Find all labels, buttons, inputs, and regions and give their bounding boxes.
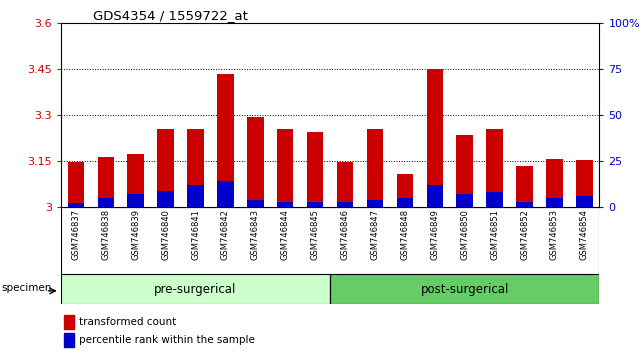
Bar: [337, 201, 353, 207]
Bar: [397, 198, 413, 207]
Text: GSM746845: GSM746845: [311, 209, 320, 260]
Text: GSM746837: GSM746837: [71, 209, 80, 260]
Text: GSM746853: GSM746853: [550, 209, 559, 260]
Bar: [337, 162, 353, 207]
Bar: [456, 135, 473, 207]
Bar: [64, 333, 74, 347]
Text: GSM746838: GSM746838: [101, 209, 110, 260]
Bar: [61, 207, 599, 274]
Bar: [576, 196, 593, 207]
Bar: [97, 198, 114, 207]
Text: GSM746851: GSM746851: [490, 209, 499, 260]
Bar: [217, 74, 233, 207]
Text: GSM746840: GSM746840: [161, 209, 170, 260]
Bar: [427, 69, 443, 207]
Text: GSM746848: GSM746848: [401, 209, 410, 260]
Bar: [367, 129, 383, 207]
Bar: [456, 194, 473, 207]
Text: GDS4354 / 1559722_at: GDS4354 / 1559722_at: [93, 9, 248, 22]
Bar: [546, 159, 563, 207]
Bar: [487, 129, 503, 207]
Text: GSM746852: GSM746852: [520, 209, 529, 260]
Text: GSM746842: GSM746842: [221, 209, 230, 260]
Text: GSM746839: GSM746839: [131, 209, 140, 260]
Bar: [61, 274, 330, 304]
Bar: [97, 158, 114, 207]
Bar: [158, 190, 174, 207]
Text: pre-surgerical: pre-surgerical: [154, 283, 237, 296]
Text: GSM746846: GSM746846: [340, 209, 349, 260]
Bar: [307, 132, 324, 207]
Bar: [307, 201, 324, 207]
Bar: [187, 129, 204, 207]
Bar: [187, 185, 204, 207]
Text: percentile rank within the sample: percentile rank within the sample: [79, 335, 254, 345]
Bar: [517, 166, 533, 207]
Bar: [277, 129, 294, 207]
Text: GSM746854: GSM746854: [580, 209, 589, 260]
Bar: [68, 204, 84, 207]
Text: transformed count: transformed count: [79, 318, 176, 327]
Text: GSM746847: GSM746847: [370, 209, 379, 260]
Text: GSM746850: GSM746850: [460, 209, 469, 260]
Bar: [277, 201, 294, 207]
Text: specimen: specimen: [1, 283, 51, 293]
Bar: [247, 200, 263, 207]
Bar: [330, 274, 599, 304]
Bar: [68, 162, 84, 207]
Text: GSM746844: GSM746844: [281, 209, 290, 260]
Bar: [217, 181, 233, 207]
Bar: [367, 200, 383, 207]
Bar: [427, 185, 443, 207]
Bar: [397, 174, 413, 207]
Bar: [517, 201, 533, 207]
Text: GSM746841: GSM746841: [191, 209, 200, 260]
Bar: [64, 315, 74, 329]
Bar: [576, 160, 593, 207]
Bar: [546, 198, 563, 207]
Bar: [247, 116, 263, 207]
Text: GSM746843: GSM746843: [251, 209, 260, 260]
Bar: [128, 194, 144, 207]
Text: GSM746849: GSM746849: [430, 209, 439, 260]
Bar: [158, 129, 174, 207]
Bar: [487, 192, 503, 207]
Text: post-surgerical: post-surgerical: [420, 283, 509, 296]
Bar: [128, 154, 144, 207]
